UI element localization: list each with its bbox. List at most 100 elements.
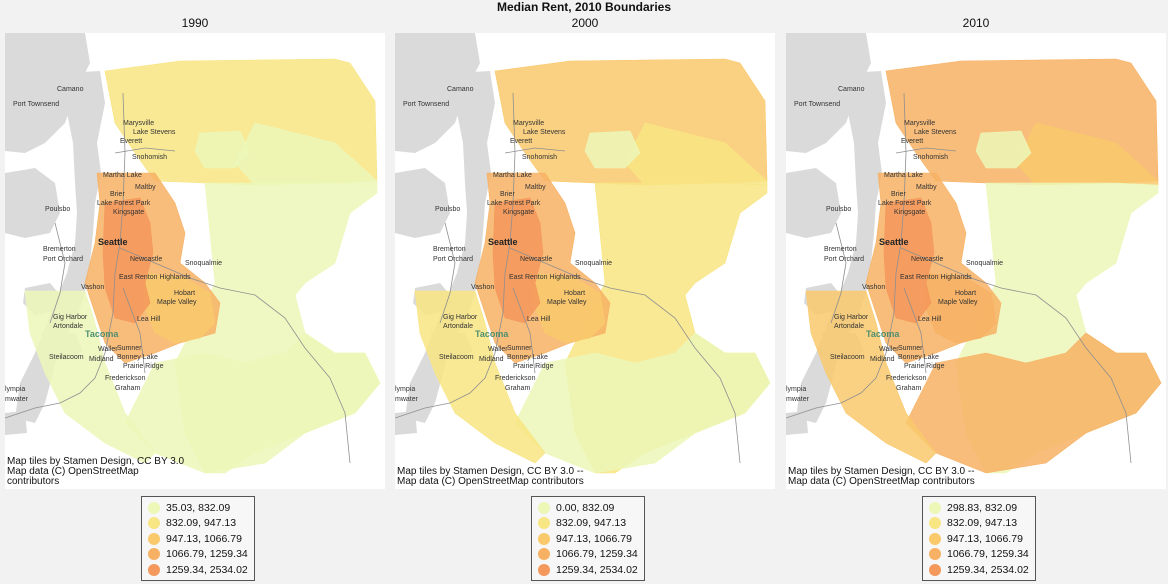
legend-swatch — [148, 532, 160, 545]
place-label: Steilacoom — [439, 354, 474, 361]
panel-title: 1990 — [181, 16, 209, 30]
place-label: Gig Harbor — [834, 314, 869, 321]
region-se — [514, 332, 771, 474]
place-label: Marysville — [123, 120, 154, 127]
legend-label: 1066.79, 1259.34 — [556, 548, 638, 561]
place-label: East Renton Highlands — [509, 274, 581, 281]
legend-label: 947.13, 1066.79 — [947, 532, 1023, 545]
place-label: Waller — [879, 346, 899, 353]
place-label: mwater — [395, 396, 419, 403]
place-label: Marysville — [513, 120, 544, 127]
choropleth-map: Camano Port Townsend Marysville Lake Steven… — [395, 33, 775, 489]
legend-label: 832.09, 947.13 — [947, 517, 1018, 530]
road-line — [895, 147, 957, 154]
place-label: Port Orchard — [824, 256, 864, 263]
region-fringe — [144, 272, 216, 344]
map-legend: 35.03, 832.09 832.09, 947.13 947.13, 106… — [141, 496, 255, 581]
road-line — [114, 147, 176, 154]
map-panel-2000: 2000 Camano Port Townsend Marysville Lake S… — [395, 14, 775, 584]
place-label: Everett — [510, 138, 532, 145]
road-line — [119, 247, 351, 464]
place-label: Tacoma — [475, 329, 509, 339]
place-label: Lea Hill — [137, 316, 161, 323]
map-legend: 298.83, 832.09 832.09, 947.13 947.13, 10… — [922, 496, 1036, 581]
place-label: Snoqualmie — [966, 260, 1003, 267]
place-label: Lake Stevens — [523, 129, 566, 136]
place-label: Port Townsend — [794, 101, 840, 108]
legend-label: 1259.34, 2534.02 — [556, 563, 638, 576]
place-label: East Renton Highlands — [900, 274, 972, 281]
place-label: Lake Forest Park — [878, 200, 932, 207]
region-pocket — [584, 130, 641, 169]
legend-entry: 832.09, 947.13 — [538, 516, 640, 532]
place-label: Camano — [57, 86, 84, 93]
region-se — [905, 332, 1162, 474]
place-label: Prairie Ridge — [513, 363, 554, 370]
region-core — [883, 197, 935, 324]
place-label: Everett — [901, 138, 923, 145]
place-label: lympia — [5, 386, 25, 393]
place-label: Gig Harbor — [53, 314, 88, 321]
road-line — [5, 92, 126, 419]
region-sw — [805, 290, 937, 464]
legend-entry: 1259.34, 2534.02 — [148, 562, 250, 578]
legend-entry: 947.13, 1066.79 — [148, 531, 250, 547]
water-body — [5, 168, 60, 238]
road-line — [900, 247, 1132, 464]
place-label: Gig Harbor — [443, 314, 478, 321]
legend-swatch — [148, 501, 160, 514]
legend-entry: 35.03, 832.09 — [148, 500, 250, 516]
water-body — [15, 71, 105, 423]
legend-swatch — [148, 548, 160, 561]
place-label: Sumner — [507, 345, 532, 352]
place-label: Seattle — [488, 237, 518, 247]
place-label: Vashon — [862, 284, 885, 291]
road-line — [903, 287, 927, 374]
place-label: Bremerton — [43, 246, 76, 253]
place-label: Artondale — [834, 323, 864, 330]
place-label: Poulsbo — [826, 206, 851, 213]
place-label: Lake Forest Park — [487, 200, 541, 207]
place-label: Midland — [479, 356, 504, 363]
place-label: Lea Hill — [918, 316, 942, 323]
road-line — [830, 222, 847, 324]
place-label: Maltby — [525, 184, 546, 191]
legend-entry: 1066.79, 1259.34 — [148, 547, 250, 563]
panel-title: 2000 — [571, 16, 599, 30]
place-label: Midland — [870, 356, 895, 363]
place-label: Lake Forest Park — [97, 200, 151, 207]
place-label: Newcastle — [911, 256, 943, 263]
water-body — [786, 168, 841, 238]
place-label: Frederickson — [886, 375, 927, 382]
region-core — [492, 197, 544, 324]
place-label: Prairie Ridge — [904, 363, 945, 370]
region-se — [124, 332, 381, 474]
legend-swatch — [929, 517, 941, 530]
place-label: Hobart — [955, 290, 976, 297]
place-label: Port Townsend — [403, 101, 449, 108]
legend-label: 1066.79, 1259.34 — [166, 548, 248, 561]
map-attribution: Map tiles by Stamen Design, CC BY 3.0 --… — [788, 466, 975, 487]
place-label: Newcastle — [130, 256, 162, 263]
water-body — [796, 71, 886, 423]
place-label: Poulsbo — [45, 206, 70, 213]
place-label: Maple Valley — [938, 299, 978, 306]
place-label: Waller — [98, 346, 118, 353]
legend-label: 1066.79, 1259.34 — [947, 548, 1029, 561]
place-label: Frederickson — [495, 375, 536, 382]
legend-entry: 1066.79, 1259.34 — [538, 547, 640, 563]
road-line — [395, 92, 516, 419]
choropleth-map: Camano Port Townsend Marysville Lake Steven… — [5, 33, 385, 489]
map-panel-1990: 1990 Camano Port Townsend Marysville Lake S… — [5, 14, 385, 584]
legend-swatch — [929, 532, 941, 545]
place-label: Maltby — [135, 184, 156, 191]
place-label: Graham — [115, 385, 140, 392]
figure-title: Median Rent, 2010 Boundaries — [496, 0, 672, 14]
place-label: Tacoma — [866, 329, 900, 339]
place-label: Lea Hill — [527, 316, 551, 323]
place-label: Port Townsend — [13, 101, 59, 108]
place-label: Seattle — [98, 237, 128, 247]
place-label: Martha Lake — [103, 172, 142, 179]
legend-swatch — [929, 563, 941, 576]
place-label: Graham — [896, 385, 921, 392]
